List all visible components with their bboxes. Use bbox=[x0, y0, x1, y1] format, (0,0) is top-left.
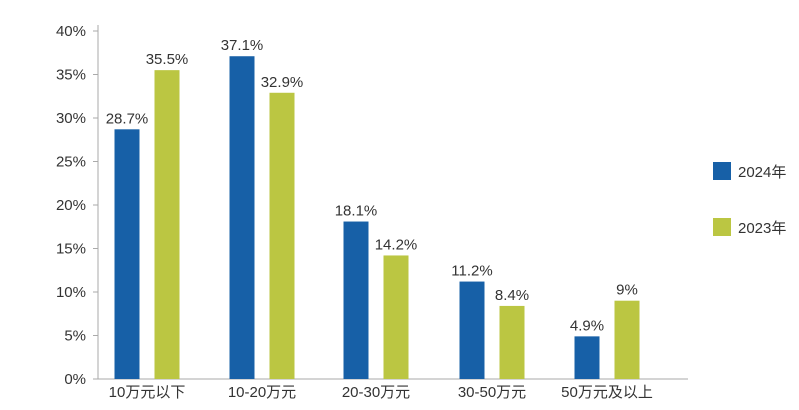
data-label: 8.4% bbox=[495, 287, 529, 304]
bar-2024 bbox=[229, 56, 255, 379]
bar-2023 bbox=[614, 300, 640, 379]
y-tick-label: 5% bbox=[64, 328, 86, 345]
legend-swatch-2024 bbox=[713, 162, 731, 180]
y-tick-label: 35% bbox=[56, 67, 86, 84]
y-tick-label: 30% bbox=[56, 110, 86, 127]
y-axis: 0% 5% 10% 15% 20% 25% 30% 35% 40% bbox=[56, 23, 99, 388]
bar-2023 bbox=[499, 305, 525, 379]
x-tick-label: 10万元以下 bbox=[109, 384, 186, 401]
legend: 2024年 2023年 bbox=[713, 160, 799, 272]
y-tick-label: 25% bbox=[56, 154, 86, 171]
legend-label-2023: 2023年 bbox=[738, 219, 787, 237]
y-tick-label: 10% bbox=[56, 284, 86, 301]
legend-label-2024: 2024年 bbox=[738, 163, 787, 181]
data-label: 4.9% bbox=[570, 317, 604, 334]
bar-2024 bbox=[459, 281, 485, 379]
y-tick-label: 40% bbox=[56, 23, 86, 40]
data-label: 11.2% bbox=[451, 263, 492, 280]
data-labels: 28.7% 37.1% 18.1% 11.2% 4.9% 35.5% 32.9% 14.2% 8… bbox=[106, 37, 638, 334]
x-tick-label: 30-50万元 bbox=[458, 384, 526, 401]
bars bbox=[114, 56, 640, 380]
x-tick-label: 20-30万元 bbox=[342, 384, 410, 401]
data-label: 14.2% bbox=[375, 236, 418, 253]
bar-2024 bbox=[114, 129, 140, 379]
x-axis: 10万元以下 10-20万元 20-30万元 30-50万元 50万元及以上 bbox=[98, 378, 688, 401]
y-tick-label: 15% bbox=[56, 241, 86, 258]
legend-swatch-2023 bbox=[713, 218, 731, 236]
x-tick-label: 50万元及以上 bbox=[561, 384, 653, 401]
data-label: 35.5% bbox=[146, 51, 189, 68]
bar-2023 bbox=[154, 70, 180, 380]
data-label: 28.7% bbox=[106, 110, 149, 127]
data-label: 18.1% bbox=[335, 203, 378, 220]
data-label: 9% bbox=[616, 282, 638, 299]
legend-item-2023: 2023年 bbox=[713, 216, 799, 238]
legend-item-2024: 2024年 bbox=[713, 160, 799, 182]
x-tick-label: 10-20万元 bbox=[228, 384, 296, 401]
bar-2024 bbox=[343, 221, 369, 379]
bar-2023 bbox=[269, 92, 295, 380]
data-label: 37.1% bbox=[221, 37, 264, 54]
data-label: 32.9% bbox=[261, 74, 304, 91]
y-tick-label: 0% bbox=[64, 371, 86, 388]
bar-2024 bbox=[574, 336, 600, 379]
bar-2023 bbox=[383, 255, 409, 379]
y-tick-label: 20% bbox=[56, 197, 86, 214]
